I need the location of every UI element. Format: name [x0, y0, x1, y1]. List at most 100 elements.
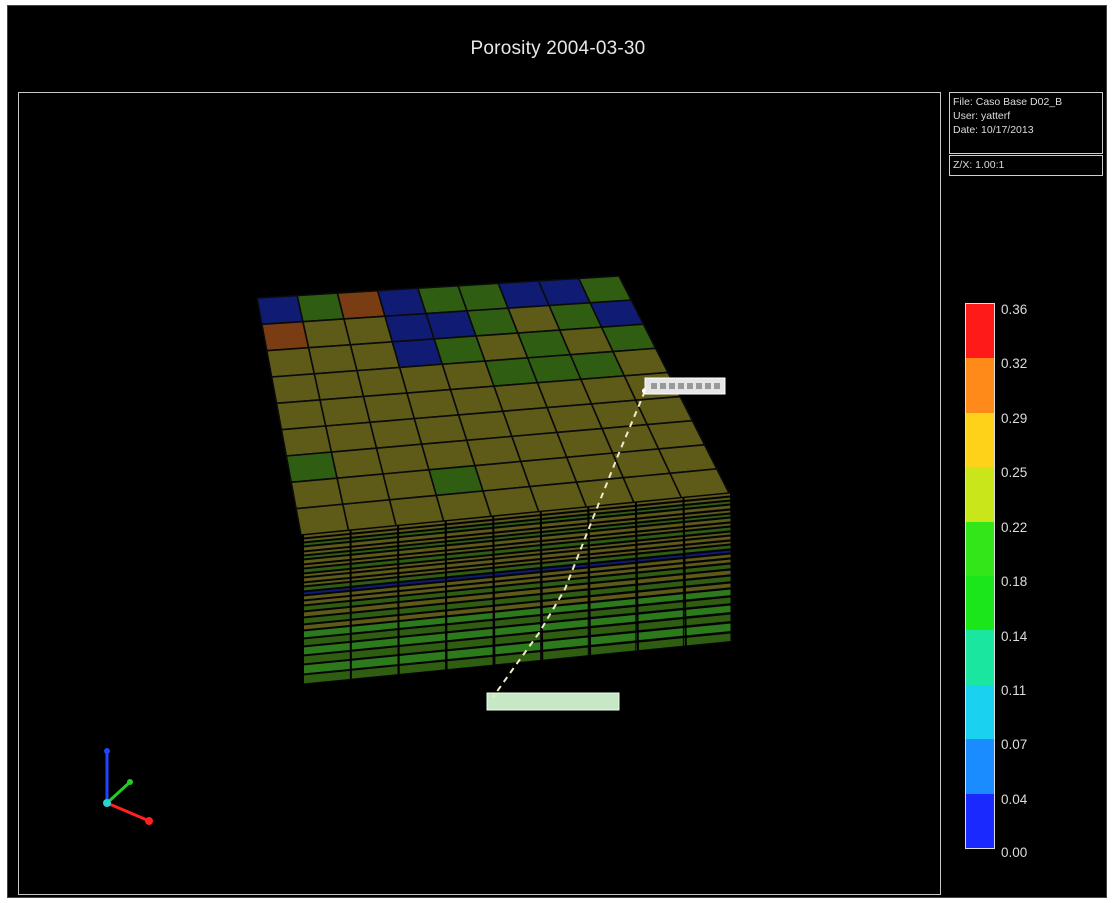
- grid-column-line: [539, 511, 544, 662]
- legend-label: 0.36: [1001, 302, 1028, 317]
- well-label-glyph: [705, 383, 711, 389]
- legend-swatch-6: [966, 576, 994, 631]
- grid-layer-cell: [682, 604, 732, 618]
- grid-layer-cell: [682, 596, 732, 609]
- well-trajectory: [492, 390, 646, 698]
- color-legend: 0.36 0.32 0.29 0.25 0.22 0.18 0.14 0.11 …: [965, 302, 1085, 860]
- z-axis-tip-icon: [104, 748, 110, 754]
- legend-label: 0.25: [1001, 465, 1028, 480]
- legend-color-bar: [965, 303, 995, 849]
- well-label-glyph: [660, 383, 666, 389]
- legend-swatch-2: [966, 358, 994, 413]
- legend-swatch-1: [966, 304, 994, 359]
- grid-cell: [646, 419, 706, 450]
- grid-column-line: [730, 492, 735, 644]
- grid-layer-cell: [682, 558, 732, 568]
- well-completion-cells: [486, 692, 620, 711]
- grid-cell: [413, 414, 468, 446]
- grid-cell: [427, 464, 485, 497]
- grid-layer-cell: [682, 553, 732, 563]
- grid-column-line: [492, 516, 496, 667]
- date-text: Date: 10/17/2013: [953, 124, 1034, 136]
- file-name-text: File: Caso Base D02_B: [953, 96, 1063, 108]
- grid-cell: [265, 346, 316, 378]
- grid-layer-cell: [682, 613, 732, 627]
- grid-column-line: [634, 502, 639, 653]
- 3d-viewport[interactable]: [18, 92, 941, 895]
- grid-cell: [319, 395, 372, 427]
- y-axis-icon: [105, 781, 131, 805]
- well-label-box: [644, 377, 726, 395]
- grid-cell: [295, 503, 350, 536]
- grid-cell: [280, 425, 333, 457]
- grid-cell: [336, 473, 391, 506]
- grid-cell: [290, 477, 344, 510]
- grid-cell: [342, 315, 394, 346]
- well-label-glyph: [687, 383, 693, 389]
- well-label-glyph: [651, 383, 657, 389]
- visualization-window: Porosity 2004-03-30 File: Caso Base D02_…: [7, 5, 1107, 898]
- grid-cell: [307, 343, 359, 375]
- grid-layer-cell: [682, 575, 732, 587]
- grid-column-line: [682, 497, 687, 648]
- grid-layer-cell: [682, 588, 732, 601]
- grid-layer-cell: [682, 582, 732, 593]
- x-axis-icon: [106, 801, 148, 822]
- grid-cell: [256, 294, 304, 326]
- legend-label: 0.14: [1001, 629, 1028, 644]
- legend-swatch-7: [966, 630, 994, 685]
- y-axis-tip-icon: [127, 779, 133, 785]
- legend-swatch-5: [966, 521, 994, 576]
- grid-cell: [296, 292, 345, 323]
- grid-cell: [313, 369, 365, 401]
- grid-cell: [405, 388, 460, 420]
- grid-layer-cell: [682, 632, 732, 647]
- well-label-glyph: [696, 383, 702, 389]
- grid-cell: [270, 372, 322, 405]
- grid-cell: [301, 318, 352, 349]
- grid-cell: [324, 421, 378, 453]
- grid-cell: [355, 366, 409, 398]
- legend-swatch-10: [966, 793, 994, 848]
- plot-title: Porosity 2004-03-30: [470, 38, 646, 59]
- grid-cell: [668, 468, 731, 499]
- legend-label: 0.00: [1001, 845, 1028, 860]
- grid-cell: [398, 363, 452, 394]
- grid-cell: [275, 399, 327, 431]
- grid-column-line: [397, 525, 400, 676]
- grid-cell: [341, 498, 398, 532]
- scale-ratio-box: Z/X: 1.00:1: [949, 155, 1103, 176]
- grid-column-line: [587, 506, 592, 658]
- reservoir-grid-3d[interactable]: [19, 93, 940, 894]
- legend-label: 0.11: [1001, 683, 1027, 698]
- legend-swatch-3: [966, 412, 994, 468]
- grid-column-line: [444, 520, 448, 672]
- grid-layer-cell: [682, 563, 732, 574]
- grid-cell: [330, 447, 385, 480]
- grid-cell: [388, 494, 445, 527]
- grid-layer-cell: [682, 622, 732, 637]
- scale-ratio-text: Z/X: 1.00:1: [953, 159, 1005, 171]
- grid-cell: [375, 443, 431, 475]
- well-label-glyph: [678, 383, 684, 389]
- legend-label: 0.32: [1001, 356, 1028, 371]
- legend-label: 0.18: [1001, 574, 1028, 589]
- axes-origin-icon: [103, 799, 111, 807]
- grid-cell: [336, 289, 387, 320]
- grid-cell: [369, 417, 423, 450]
- grid-cell: [349, 341, 401, 372]
- file-info-box: File: Caso Base D02_B User: yatterf Date…: [949, 92, 1103, 154]
- legend-label: 0.22: [1001, 520, 1028, 535]
- legend-swatch-4: [966, 467, 994, 522]
- well-label-glyph: [669, 383, 675, 389]
- grid-cell: [382, 468, 438, 501]
- grid-cell: [420, 439, 476, 471]
- grid-layer-cell: [682, 569, 732, 580]
- well-label-glyph: [714, 383, 720, 389]
- grid-cell: [435, 490, 493, 522]
- legend-swatch-8: [966, 684, 994, 740]
- grid-cell: [260, 320, 310, 352]
- grid-cell: [482, 485, 540, 518]
- legend-swatch-9: [966, 739, 994, 794]
- grid-cell: [285, 451, 339, 484]
